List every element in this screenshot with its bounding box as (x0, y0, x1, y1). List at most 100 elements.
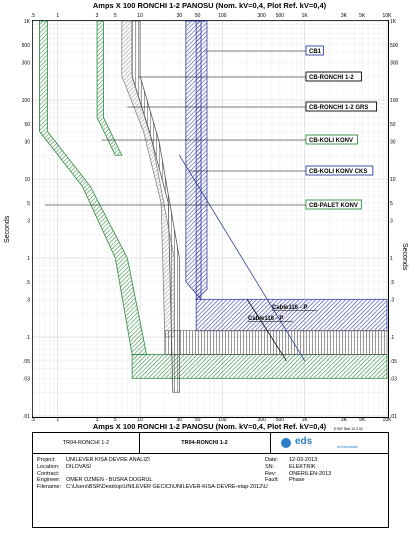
rev-label: Rev: (265, 470, 277, 477)
legend-box (305, 101, 378, 112)
y-tick-label-right: 100 (390, 98, 399, 104)
x-tick-label-bottom: 5 (114, 417, 117, 423)
x-tick-label-bottom: .5 (31, 417, 35, 423)
logo-subtext: mühendislik (337, 444, 359, 449)
sn-value: ELEKTRIK (289, 463, 316, 470)
location-value: DILOVASI (66, 463, 91, 470)
series-cb-ronchi-instant-band (164, 330, 388, 355)
y-tick-label-left: 30 (24, 139, 30, 145)
y-tick-label-left: .03 (23, 376, 30, 382)
x-tick-label-top: 10 (137, 13, 143, 19)
y-tick-label-right: 10 (390, 177, 396, 183)
filename-value: C:\Users\BSR\Desktop\UNILEVER GECICI\UNI… (66, 484, 268, 491)
rev-value: ONERILEN-2013 (289, 470, 332, 477)
title-block-left-header: TR04-RONCHI 1-2 (33, 433, 140, 453)
y-tick-label-left: 3 (27, 218, 30, 224)
y-tick-label-left: 10 (24, 177, 30, 183)
y-tick-label-left: 300 (22, 60, 31, 66)
date-value: 12-03-2013 (289, 457, 318, 463)
y-tick-label-right: 300 (390, 60, 399, 66)
y-tick-label-left: 500 (22, 43, 31, 49)
x-tick-label-bottom: 3K (341, 417, 348, 423)
title-block-center-header: TR04-RONCHI 1-2 (139, 433, 271, 453)
x-tick-label-top: 30 (177, 13, 183, 19)
y-tick-label-left: 100 (22, 98, 31, 104)
x-tick-label-top: 100 (218, 13, 227, 19)
chart-title-top: Amps X 100 RONCHI 1-2 PANOSU (Nom. kV=0,… (92, 1, 327, 10)
x-tick-label-top: 3 (96, 13, 99, 19)
series-cable116-line-2 (246, 299, 287, 361)
legend-label: CB-KOLI KONV CKS (309, 169, 367, 175)
y-tick-label-right: 30 (390, 139, 396, 145)
contract-label: Contract: (37, 470, 60, 477)
x-tick-label-top: 500 (276, 13, 285, 19)
legend-box (305, 134, 359, 145)
y-tick-label-right: .05 (390, 359, 397, 365)
legend-label: CB-KOLI KONV (309, 138, 353, 144)
x-tick-label-top: .5 (31, 13, 35, 19)
legend-box (305, 165, 374, 176)
legend-label: CB-RONCHI 1-2 (309, 75, 354, 81)
x-tick-label-bottom: 1K (302, 417, 309, 423)
y-tick-label-right: .5 (390, 280, 394, 286)
legend-box (305, 199, 362, 210)
title-block: TR04-RONCHI 1-2 TR04-RONCHI 1-2 eds mühe… (32, 432, 389, 528)
engineer-value: OMER OZMEN - BUSRA DOGRUL (66, 477, 153, 484)
x-tick-label-bottom: 3 (96, 417, 99, 423)
series-cb1-band (195, 20, 208, 301)
y-tick-label-right: .01 (390, 414, 397, 420)
x-tick-label-bottom: 10K (383, 417, 393, 423)
x-tick-label-top: 5 (114, 13, 117, 19)
fault-value: Phase (289, 477, 305, 484)
y-tick-label-right: .03 (390, 376, 397, 382)
y-tick-label-right: .1 (390, 335, 394, 341)
chart-title-bottom: Amps X 100 RONCHI 1-2 PANOSU (Nom. kV=0,… (92, 422, 327, 431)
plot-frame (32, 20, 389, 418)
legend-label: CB-PALET KONV (309, 203, 358, 209)
sn-label: SN: (265, 463, 275, 470)
x-tick-label-top: 50 (195, 13, 201, 19)
y-tick-label-left: .5 (26, 280, 30, 286)
project-label: Project: (37, 457, 56, 463)
title-block-header: TR04-RONCHI 1-2 TR04-RONCHI 1-2 eds mühe… (33, 433, 388, 454)
series-cb-palet-konv-instant-band (131, 354, 388, 379)
x-tick-label-bottom: 30 (177, 417, 183, 423)
title-block-project-info: Project: UNILEVER KISA DEVRE ANALIZI Loca… (37, 457, 268, 491)
project-value: UNILEVER KISA DEVRE ANALIZI (66, 457, 150, 463)
legend-box (305, 45, 324, 56)
series-cb-koli-konv-band (96, 20, 123, 156)
company-logo: eds mühendislik (281, 436, 381, 452)
y-tick-label-right: 1 (390, 256, 393, 262)
logo-mark-icon (281, 438, 291, 448)
y-tick-label-left: 50 (24, 122, 30, 128)
x-tick-label-top: 1K (302, 13, 309, 19)
x-tick-label-bottom: 50 (195, 417, 201, 423)
y-tick-label-right: 5 (390, 201, 393, 207)
y-tick-label-right: 500 (390, 43, 399, 49)
y-tick-label-left: .3 (26, 297, 30, 303)
fault-label: Fault: (265, 477, 279, 484)
x-tick-label-top: 3K (341, 13, 348, 19)
x-tick-label-top: 5K (359, 13, 366, 19)
x-tick-label-bottom: 500 (276, 417, 285, 423)
y-tick-label-left: .05 (23, 359, 30, 365)
y-tick-label-right: .3 (390, 297, 394, 303)
legend-label: CB-RONCHI 1-2 GRS (309, 105, 368, 111)
y-tick-label-left: 1K (24, 19, 31, 25)
x-tick-label-bottom: 5K (359, 417, 366, 423)
y-tick-label-left: 5 (27, 201, 30, 207)
footer-label: ETAP Star 12.0.0C (334, 427, 364, 431)
x-tick-label-top: 300 (257, 13, 266, 19)
title-block-revision-info: Date: 12-03-2013 SN: ELEKTRIK Rev: ONERILEN… (265, 457, 331, 484)
series-cable116-line-1 (179, 155, 306, 361)
cable-annotation-label: Cable116 - P (272, 305, 307, 311)
cable-annotation-label: Cable116 - P (248, 316, 283, 322)
series-cb1-instant-band (195, 298, 388, 332)
x-tick-label-top: 10K (383, 13, 393, 19)
y-tick-label-left: .01 (23, 414, 30, 420)
engineer-label: Engineer: (37, 477, 61, 484)
x-tick-label-bottom: 100 (218, 417, 227, 423)
filename-label: Filename: (37, 484, 62, 491)
y-tick-label-left: .1 (26, 335, 30, 341)
